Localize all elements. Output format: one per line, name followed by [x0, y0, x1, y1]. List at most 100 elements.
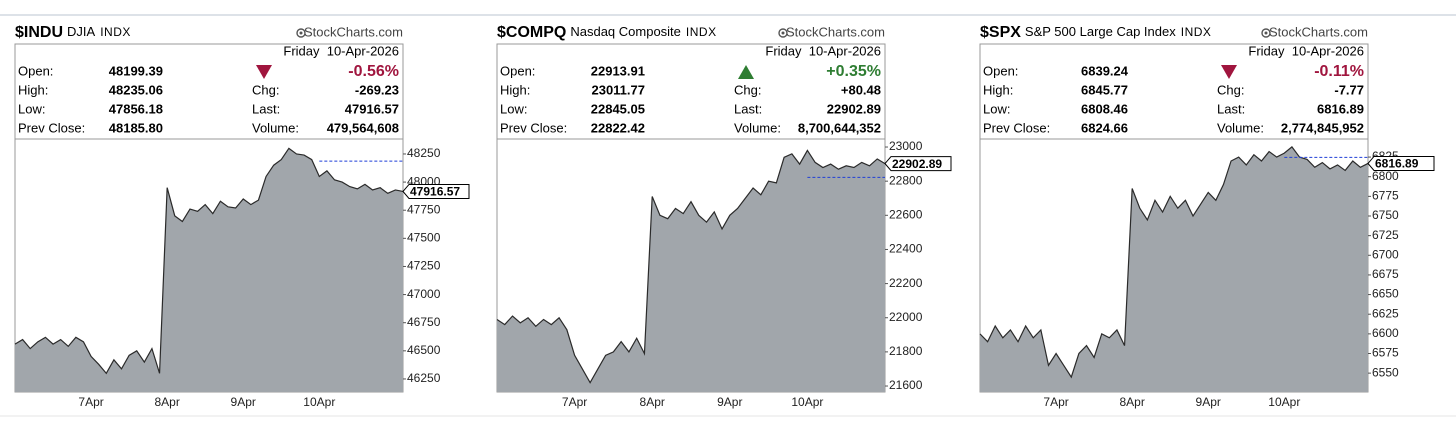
source-icon-dot	[781, 31, 785, 35]
x-tick-label: 10Apr	[791, 395, 823, 409]
x-tick-label: 9Apr	[1196, 395, 1221, 409]
source-icon	[1261, 28, 1271, 38]
quote-label: Prev Close:	[983, 120, 1050, 135]
y-tick-label: 6675	[1372, 267, 1399, 281]
source-icon	[296, 28, 306, 38]
y-tick-label: 6650	[1372, 287, 1399, 301]
x-tick-label: 8Apr	[1119, 395, 1144, 409]
quote-label: Volume:	[1217, 120, 1264, 135]
chart-header: $SPX S&P 500 Large Cap Index INDX	[980, 24, 1211, 41]
quote-value: -269.23	[355, 82, 399, 97]
quote-value: 48199.39	[109, 63, 163, 78]
quote-label: Chg:	[734, 82, 761, 97]
y-tick-label: 6800	[1372, 169, 1399, 183]
chart-panel: $INDU DJIA INDX StockCharts.com Friday 10-Ap…	[14, 24, 470, 409]
quote-label: Last:	[1217, 101, 1245, 116]
x-tick-label: 9Apr	[231, 395, 256, 409]
source: StockCharts.com	[1269, 24, 1368, 39]
quote-label: Volume:	[252, 120, 299, 135]
y-tick-label: 48250	[407, 146, 441, 160]
quote-label: High:	[983, 82, 1013, 97]
source-icon	[778, 28, 788, 38]
symbol: $SPX	[980, 24, 1021, 41]
y-tick-label: 6625	[1372, 306, 1399, 320]
quote-date: Friday 10-Apr-2026	[765, 43, 881, 58]
y-tick-label: 22600	[889, 207, 923, 221]
quote-value: +80.48	[841, 82, 881, 97]
source: StockCharts.com	[786, 24, 885, 39]
y-tick-label: 6750	[1372, 208, 1399, 222]
chart-panel: $COMPQ Nasdaq Composite INDX StockCharts.co…	[496, 24, 952, 409]
change-arrow	[1221, 65, 1237, 79]
quote-value: 47856.18	[109, 101, 163, 116]
y-tick-label: 6575	[1372, 346, 1399, 360]
quote-label: Chg:	[1217, 82, 1244, 97]
price-area	[15, 148, 403, 392]
quote-value: 23011.77	[591, 82, 645, 97]
y-tick-label: 47000	[407, 287, 441, 301]
exchange: INDX	[100, 25, 131, 39]
quote-value: 8,700,644,352	[798, 120, 881, 135]
quote-label: Open:	[18, 63, 53, 78]
y-tick-label: 6550	[1372, 365, 1399, 379]
y-tick-label: 21600	[889, 378, 923, 392]
quote-value: 6816.89	[1317, 101, 1364, 116]
quote-value: 47916.57	[345, 101, 399, 116]
y-tick-label: 22800	[889, 173, 923, 187]
quote-value: 6808.46	[1081, 101, 1128, 116]
quote-label: Prev Close:	[500, 120, 567, 135]
quote-value: 22845.05	[591, 101, 645, 116]
quote-label: Prev Close:	[18, 120, 85, 135]
source-icon-dot	[1264, 31, 1268, 35]
x-tick-label: 10Apr	[303, 395, 335, 409]
quote-value: 2,774,845,952	[1281, 120, 1364, 135]
quote-value: 22913.91	[591, 63, 645, 78]
index-name: Nasdaq Composite	[570, 24, 681, 39]
y-tick-label: 46500	[407, 343, 441, 357]
quote-date: Friday 10-Apr-2026	[283, 43, 399, 58]
quote-value: 22822.42	[591, 120, 645, 135]
quote-value: -7.77	[1334, 82, 1364, 97]
last-price-marker	[402, 183, 470, 199]
chart-header: $COMPQ Nasdaq Composite INDX	[497, 24, 717, 41]
quote-label: High:	[18, 82, 48, 97]
quote-label: Chg:	[252, 82, 279, 97]
quote-label: High:	[500, 82, 530, 97]
last-price-marker	[884, 156, 952, 172]
index-name: DJIA	[67, 24, 96, 39]
quote-label: Volume:	[734, 120, 781, 135]
price-line	[979, 145, 1369, 379]
x-tick-label: 8Apr	[154, 395, 179, 409]
x-tick-label: 9Apr	[717, 395, 742, 409]
last-price-label: 47916.57	[410, 185, 460, 199]
quote-value: 22902.89	[827, 101, 881, 116]
y-tick-label: 22400	[889, 242, 923, 256]
price-area	[497, 150, 885, 392]
price-area	[980, 146, 1368, 392]
quote-label: Open:	[983, 63, 1018, 78]
y-tick-label: 6775	[1372, 189, 1399, 203]
quote-value: 6839.24	[1081, 63, 1129, 78]
x-tick-label: 7Apr	[1043, 395, 1068, 409]
y-tick-label: 23000	[889, 139, 923, 153]
y-tick-label: 6725	[1372, 228, 1399, 242]
y-tick-label: 46750	[407, 315, 441, 329]
quote-value: 48185.80	[109, 120, 163, 135]
change-percent: -0.11%	[1314, 63, 1364, 80]
y-tick-label: 21800	[889, 344, 923, 358]
y-tick-label: 47500	[407, 231, 441, 245]
last-price-marker	[1367, 155, 1435, 171]
quote-value: 6824.66	[1081, 120, 1128, 135]
quote-label: Last:	[734, 101, 762, 116]
x-tick-label: 7Apr	[78, 395, 103, 409]
price-line	[496, 149, 886, 384]
quote-label: Open:	[500, 63, 535, 78]
change-arrow	[256, 65, 272, 79]
symbol: $INDU	[15, 24, 63, 41]
x-tick-label: 7Apr	[562, 395, 587, 409]
x-tick-label: 8Apr	[640, 395, 665, 409]
change-percent: -0.56%	[348, 63, 399, 80]
chart-header: $INDU DJIA INDX	[15, 24, 131, 41]
quote-value: 479,564,608	[327, 120, 399, 135]
